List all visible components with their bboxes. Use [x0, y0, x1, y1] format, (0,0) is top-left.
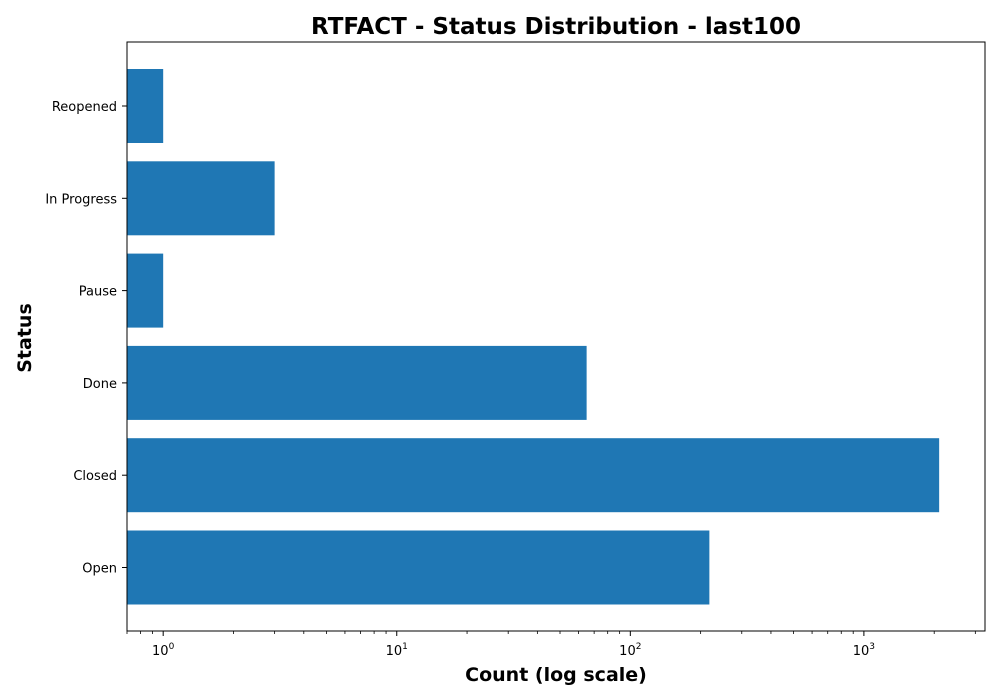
y-tick-label-done: Done [83, 377, 117, 392]
y-axis-label: Status [14, 303, 36, 373]
bar-in-progress [127, 161, 275, 236]
bars-group [127, 69, 940, 605]
y-tick-label-pause: Pause [79, 285, 117, 300]
x-tick-label-1: 101 [386, 642, 408, 659]
y-tick-label-in-progress: In Progress [45, 192, 117, 207]
y-tick-label-reopened: Reopened [52, 100, 117, 115]
x-axis-ticks: 100 101 102 103 [126, 631, 976, 659]
bar-reopened [127, 69, 164, 143]
x-tick-label-3: 103 [853, 642, 875, 659]
x-axis-label: Count (log scale) [465, 664, 647, 686]
y-axis-ticks: Reopened In Progress Pause Done Closed Open [45, 100, 127, 577]
bar-pause [127, 253, 164, 328]
x-tick-label-2: 102 [619, 642, 641, 659]
plot-frame [126, 41, 986, 632]
y-tick-label-open: Open [82, 562, 117, 577]
bar-open [127, 530, 710, 605]
x-tick-label-0: 100 [152, 642, 175, 659]
bar-done [127, 345, 587, 420]
bar-closed [127, 438, 940, 513]
chart-title: RTFACT - Status Distribution - last100 [311, 14, 801, 40]
y-tick-label-closed: Closed [73, 469, 117, 484]
